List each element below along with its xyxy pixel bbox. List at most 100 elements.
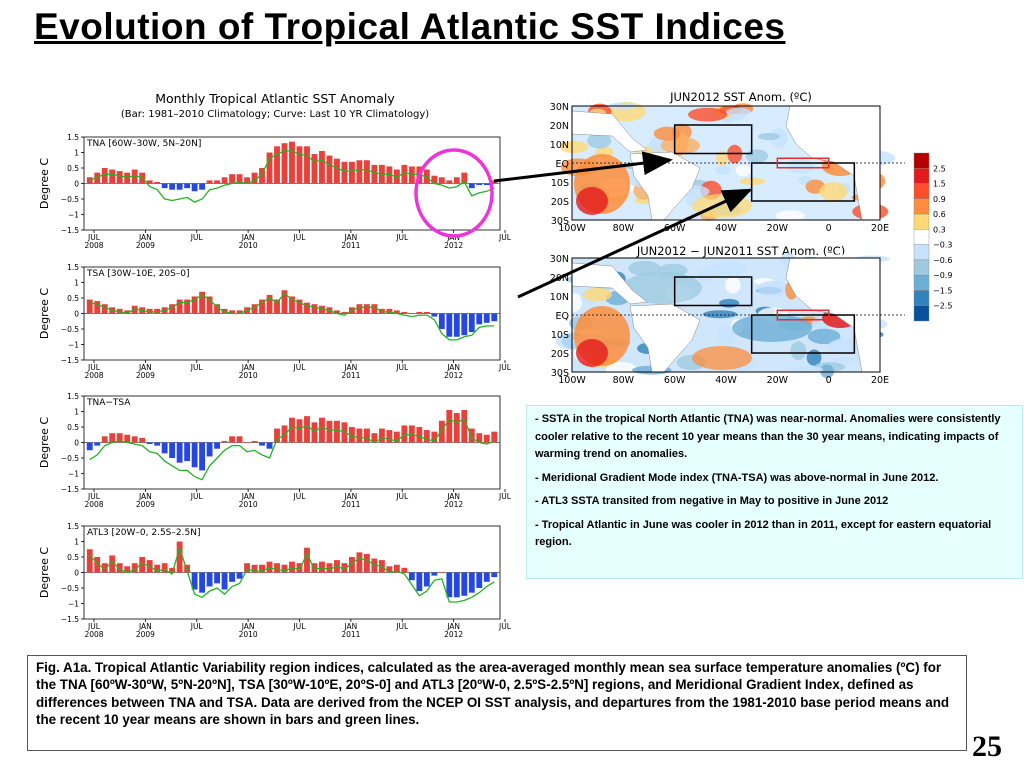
colorbar-cell — [913, 183, 930, 200]
bar — [236, 436, 243, 443]
anomaly-patch — [566, 293, 582, 312]
lon-label: 100W — [558, 375, 586, 386]
colorbar-cell — [913, 213, 930, 230]
bar — [109, 555, 116, 573]
y-tick-label: 0.5 — [67, 294, 79, 303]
bar — [476, 433, 483, 443]
bar — [349, 161, 355, 184]
x-tick-year: 2011 — [341, 500, 360, 509]
x-tick-year: 2010 — [239, 500, 258, 509]
bar — [453, 572, 460, 598]
colorbar-label: −0.3 — [933, 241, 952, 250]
y-tick-label: −1 — [68, 600, 79, 609]
x-tick-label: JAN — [241, 622, 255, 631]
bullet-comparison: - Tropical Atlantic in June was cooler i… — [535, 518, 992, 549]
bar — [468, 572, 475, 593]
bar — [408, 166, 415, 184]
map-title: JUN2012 − JUN2011 SST Anom. (ºC) — [636, 244, 845, 258]
bar — [274, 428, 280, 443]
y-tick-label: 1.5 — [67, 392, 79, 401]
tsa-box — [750, 314, 856, 354]
x-tick-label: JAN — [446, 363, 460, 372]
bar — [101, 304, 108, 314]
lat-label: 30N — [550, 102, 569, 113]
ten-year-line — [89, 545, 495, 603]
bar — [363, 304, 370, 314]
bar — [184, 299, 191, 314]
y-tick-label: −1 — [68, 341, 79, 350]
y-tick-label: 1.5 — [67, 263, 79, 272]
bar — [161, 563, 168, 573]
panel-1: 1.5 1 0.5 0 −0.5 −1 −1.5 Degree C TNA [60W–30W, … — [38, 133, 512, 250]
bar — [274, 299, 280, 314]
bar — [169, 442, 176, 458]
bar — [401, 567, 408, 573]
colorbar-cell — [913, 259, 930, 276]
bar — [363, 160, 370, 184]
bar — [408, 572, 415, 581]
bar — [176, 541, 183, 573]
bar — [154, 181, 161, 184]
bar — [468, 183, 475, 189]
bar — [386, 566, 393, 573]
anomaly-patch — [807, 328, 841, 345]
y-tick-label: 1 — [74, 279, 79, 288]
tsa-box — [750, 162, 856, 202]
bar — [116, 563, 123, 573]
bullet-tna: - SSTA in the tropical North Atlantic (T… — [535, 413, 1001, 460]
y-tick-label: −0.5 — [61, 325, 79, 334]
y-tick-label: −1.5 — [61, 485, 79, 494]
bar — [206, 296, 213, 314]
x-tick-year: 2009 — [136, 241, 155, 250]
y-tick-label: −0.5 — [61, 195, 79, 204]
bar — [423, 572, 430, 587]
bar — [94, 172, 101, 184]
y-axis-label: Degree C — [38, 547, 51, 599]
bar — [349, 427, 355, 443]
bar — [304, 302, 310, 314]
colorbar-label: 1.5 — [933, 180, 946, 189]
colorbar-label: 0.9 — [933, 195, 946, 204]
bar — [423, 430, 430, 443]
colorbar: 2.5 1.5 0.9 0.6 0.3 −0.3 −0.6 −0.9 −1.5 −2.5 — [913, 152, 952, 322]
x-tick-label: JAN — [138, 363, 152, 372]
cool-patch — [622, 272, 702, 304]
bar — [476, 313, 483, 325]
bar — [266, 152, 273, 184]
map-title: JUN2012 SST Anom. (ºC) — [669, 90, 812, 104]
anomaly-patch — [787, 158, 815, 174]
bar — [401, 311, 408, 314]
x-tick-year: 2010 — [239, 241, 258, 250]
bar — [341, 422, 348, 443]
bar — [146, 180, 153, 184]
bar — [438, 313, 445, 329]
bar — [423, 169, 430, 184]
bar — [319, 417, 325, 443]
bar — [214, 180, 221, 184]
x-tick-year: 2008 — [84, 241, 103, 250]
y-tick-label: 1 — [74, 149, 79, 158]
bar — [214, 442, 221, 449]
anomaly-patch — [628, 260, 661, 276]
anomaly-patch — [770, 128, 788, 148]
warm-patch — [692, 346, 752, 370]
bar — [191, 442, 198, 468]
anomaly-patch — [820, 364, 835, 379]
map-1: JUN2012 SST Anom. (ºC) 30N 20N 10N EQ 10S 20S 3… — [550, 90, 905, 234]
bar — [94, 442, 101, 446]
bar — [461, 572, 468, 596]
y-tick-label: 0.5 — [67, 164, 79, 173]
y-tick-label: −1 — [68, 211, 79, 220]
bar — [229, 436, 235, 443]
bar — [304, 416, 310, 443]
panel-2: 1.5 1 0.5 0 −0.5 −1 −1.5 Degree C TSA [30W–10E, … — [38, 263, 512, 380]
lon-label: 20W — [767, 223, 789, 234]
lon-label: 20E — [871, 223, 889, 234]
bar — [446, 572, 453, 598]
anomaly-patch — [775, 210, 805, 221]
y-tick-label: 0 — [74, 180, 79, 189]
bar — [378, 428, 385, 443]
bar — [491, 313, 498, 322]
bar — [221, 572, 228, 590]
